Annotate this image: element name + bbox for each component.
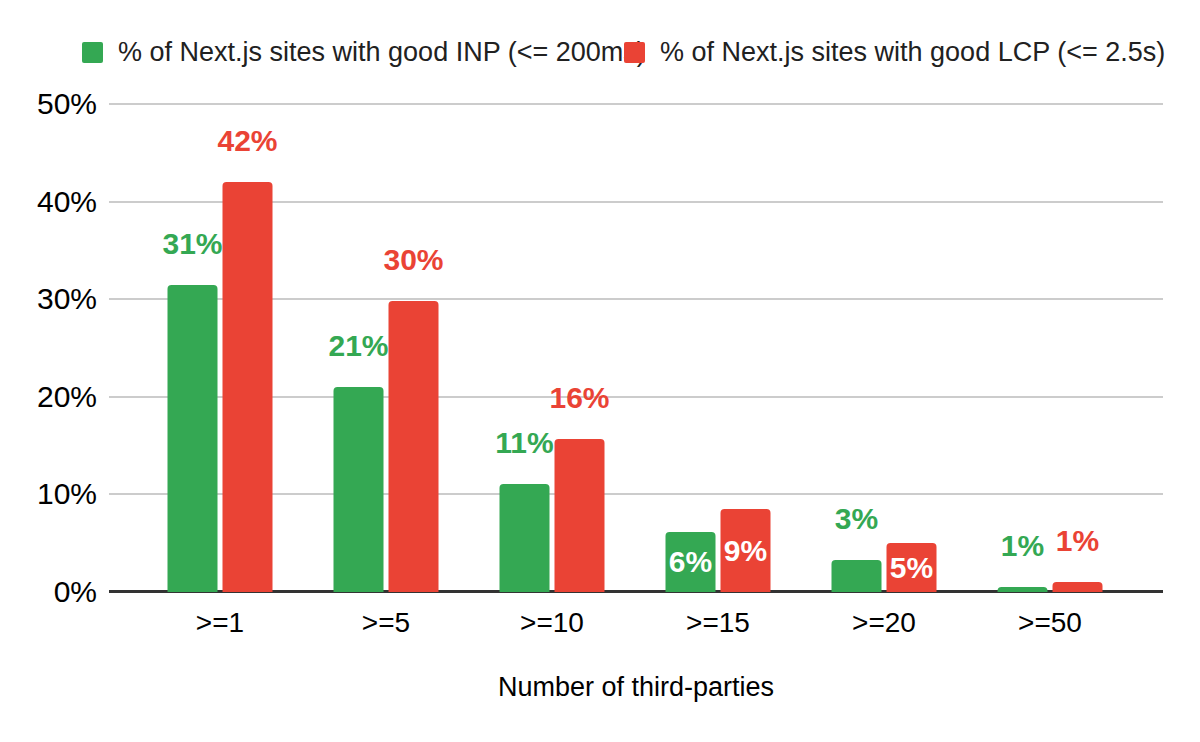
x-axis-title: Number of third-parties	[109, 672, 1163, 703]
bar-label: 9%	[724, 534, 767, 568]
legend-swatch-inp	[82, 42, 103, 63]
bar-wrap: 11%	[500, 484, 550, 592]
y-axis-label: 10%	[0, 477, 97, 511]
y-axis-label: 30%	[0, 282, 97, 316]
y-axis-label: 20%	[0, 380, 97, 414]
bar-wrap: 1%	[1053, 582, 1103, 592]
y-axis-label: 50%	[0, 87, 97, 121]
bar-label: 31%	[162, 227, 222, 261]
bar-group: 1% 1%	[998, 582, 1103, 592]
y-axis-label: 40%	[0, 185, 97, 219]
legend-item-inp: % of Next.js sites with good INP (<= 200…	[82, 38, 646, 66]
bar-group: 31%42%	[168, 182, 273, 592]
bar	[998, 587, 1048, 592]
bar-label: 1%	[1056, 524, 1099, 558]
bar-wrap: 42%	[223, 182, 273, 592]
bar-label: 42%	[217, 124, 277, 158]
x-axis-label: >=10	[520, 606, 584, 640]
bar-wrap: 16%	[555, 439, 605, 592]
bar-wrap: 5%	[887, 543, 937, 592]
bar-label: 11%	[495, 426, 553, 460]
legend-label-lcp: % of Next.js sites with good LCP (<= 2.5…	[660, 37, 1165, 68]
bar-group: 21%30%	[334, 301, 439, 592]
bar	[223, 182, 273, 592]
bar-group: 3%5%	[832, 543, 937, 592]
bar	[500, 484, 550, 592]
bar-wrap: 6%	[666, 532, 716, 592]
gridline	[109, 103, 1163, 105]
bar-group: 6% 9%	[666, 509, 771, 592]
bar	[168, 285, 218, 592]
bar-wrap: 3%	[832, 560, 882, 592]
y-axis: 0%10%20%30%40%50%	[0, 104, 97, 592]
bar-wrap: 31%	[168, 285, 218, 592]
bar-label: 3%	[835, 502, 878, 536]
bar-label: 21%	[328, 329, 388, 363]
bar-wrap: 9%	[721, 509, 771, 592]
legend-label-inp: % of Next.js sites with good INP (<= 200…	[118, 37, 646, 68]
bar-group: 11%16%	[500, 439, 605, 592]
plot-area: 31%42%21%30%11%16%6%9%3%5%1%1%	[109, 104, 1163, 592]
bar	[389, 301, 439, 592]
legend-swatch-lcp	[624, 42, 645, 63]
bar-label: 16%	[549, 381, 609, 415]
bar-chart: % of Next.js sites with good INP (<= 200…	[0, 0, 1200, 742]
x-axis-label: >=50	[1018, 606, 1082, 640]
bar	[334, 387, 384, 592]
x-axis: >=1 >=5 >=10 >=15 >=20 >=50	[109, 606, 1163, 642]
bar-wrap: 30%	[389, 301, 439, 592]
bar-wrap: 1%	[998, 587, 1048, 592]
bar-label: 5%	[890, 551, 933, 585]
bar-label: 1%	[1001, 529, 1044, 563]
x-axis-label: >=5	[362, 606, 410, 640]
bar-wrap: 21%	[334, 387, 384, 592]
bar	[1053, 582, 1103, 592]
bar-label: 30%	[383, 243, 443, 277]
y-axis-label: 0%	[0, 575, 97, 609]
bar-label: 6%	[669, 545, 712, 579]
x-axis-label: >=20	[852, 606, 916, 640]
x-axis-label: >=1	[196, 606, 244, 640]
x-axis-label: >=15	[686, 606, 750, 640]
bar	[555, 439, 605, 592]
legend-item-lcp: % of Next.js sites with good LCP (<= 2.5…	[624, 38, 1165, 66]
bar	[832, 560, 882, 592]
